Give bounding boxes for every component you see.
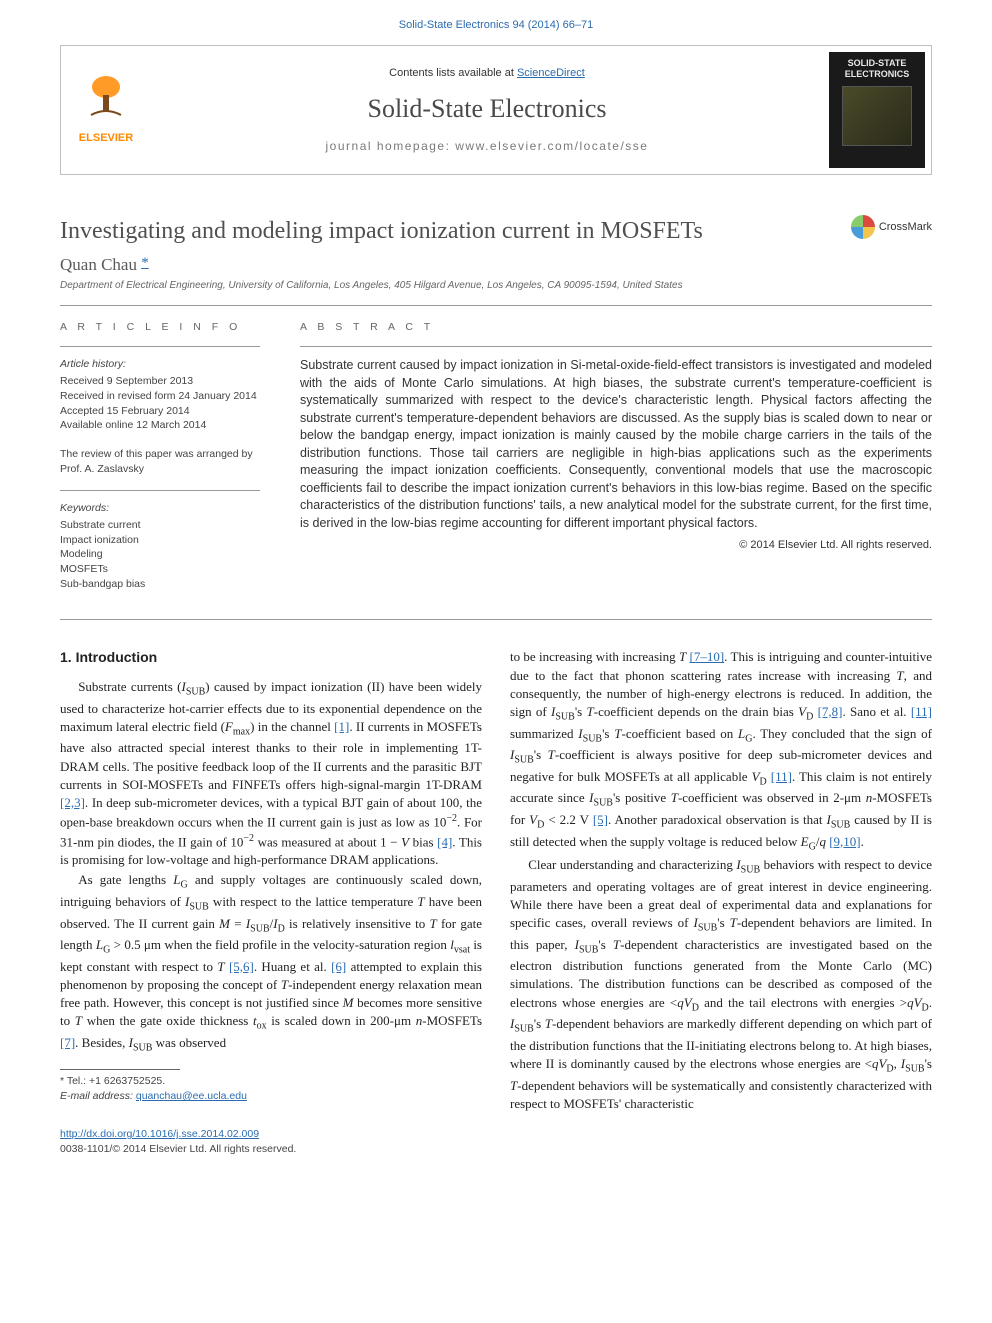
- body-paragraph: Clear understanding and characterizing I…: [510, 856, 932, 1113]
- info-rule: [60, 346, 260, 347]
- contents-prefix: Contents lists available at: [389, 67, 517, 79]
- footnote-email-label: E-mail address:: [60, 1090, 133, 1102]
- keyword: MOSFETs: [60, 562, 262, 577]
- footnote-rule: [60, 1069, 180, 1070]
- abstract-text: Substrate current caused by impact ioniz…: [300, 357, 932, 532]
- affiliation: Department of Electrical Engineering, Un…: [60, 279, 932, 293]
- cite-link[interactable]: [7]: [60, 1035, 75, 1050]
- abstract-copyright: © 2014 Elsevier Ltd. All rights reserved…: [300, 538, 932, 553]
- keyword: Substrate current: [60, 518, 262, 533]
- elsevier-tree-icon: [81, 75, 131, 129]
- crossmark-badge[interactable]: CrossMark: [851, 215, 932, 239]
- rule-bottom-abstract: [60, 619, 932, 620]
- cite-link[interactable]: [7,8]: [818, 704, 843, 719]
- abstract-rule: [300, 346, 932, 347]
- body-column-left: 1. Introduction Substrate currents (ISUB…: [60, 648, 482, 1115]
- history-item: Received 9 September 2013: [60, 374, 262, 389]
- cite-link[interactable]: [5,6]: [229, 959, 254, 974]
- author-line: Quan Chau *: [60, 253, 932, 277]
- author-email-link[interactable]: quanchau@ee.ucla.edu: [136, 1090, 247, 1102]
- journal-header: ELSEVIER Contents lists available at Sci…: [60, 45, 932, 175]
- article-info-heading: A R T I C L E I N F O: [60, 320, 262, 335]
- journal-homepage: journal homepage: www.elsevier.com/locat…: [151, 138, 823, 155]
- sciencedirect-link[interactable]: ScienceDirect: [517, 67, 585, 79]
- footnotes: * Tel.: +1 6263752525. E-mail address: q…: [60, 1074, 482, 1103]
- cite-link[interactable]: [1]: [334, 719, 349, 734]
- keywords-title: Keywords:: [60, 501, 262, 516]
- history-title: Article history:: [60, 357, 262, 372]
- author-name: Quan Chau: [60, 255, 137, 274]
- cover-title: SOLID-STATE ELECTRONICS: [833, 58, 921, 80]
- contents-line: Contents lists available at ScienceDirec…: [151, 66, 823, 81]
- issue-reference: Solid-State Electronics 94 (2014) 66–71: [0, 0, 992, 41]
- info-rule-2: [60, 490, 260, 491]
- elsevier-logo: ELSEVIER: [61, 67, 151, 154]
- crossmark-label: CrossMark: [879, 220, 932, 235]
- cite-link[interactable]: [11]: [911, 704, 932, 719]
- history-item: Received in revised form 24 January 2014: [60, 389, 262, 404]
- doi-block: http://dx.doi.org/10.1016/j.sse.2014.02.…: [60, 1127, 932, 1156]
- article-title: Investigating and modeling impact ioniza…: [60, 215, 851, 249]
- cite-link[interactable]: [9,10]: [829, 834, 860, 849]
- abstract-column: A B S T R A C T Substrate current caused…: [280, 306, 932, 620]
- history-item: Accepted 15 February 2014: [60, 404, 262, 419]
- cite-link[interactable]: [6]: [331, 959, 346, 974]
- cover-art-icon: [842, 86, 912, 146]
- cite-link[interactable]: [11]: [771, 769, 792, 784]
- body-paragraph: to be increasing with increasing T [7–10…: [510, 648, 932, 854]
- body-column-right: to be increasing with increasing T [7–10…: [510, 648, 932, 1115]
- cite-link[interactable]: [5]: [593, 812, 608, 827]
- review-note: The review of this paper was arranged by…: [60, 447, 262, 476]
- cite-link[interactable]: [2,3]: [60, 795, 85, 810]
- article-info-column: A R T I C L E I N F O Article history: R…: [60, 306, 280, 620]
- doi-link[interactable]: http://dx.doi.org/10.1016/j.sse.2014.02.…: [60, 1128, 259, 1140]
- cite-link[interactable]: [7–10]: [690, 649, 725, 664]
- journal-cover-thumb: SOLID-STATE ELECTRONICS: [829, 52, 925, 168]
- crossmark-icon: [851, 215, 875, 239]
- journal-name: Solid-State Electronics: [151, 91, 823, 127]
- issn-line: 0038-1101/© 2014 Elsevier Ltd. All right…: [60, 1143, 296, 1155]
- body-paragraph: Substrate currents (ISUB) caused by impa…: [60, 678, 482, 869]
- cite-link[interactable]: [4]: [437, 834, 452, 849]
- footnote-tel: * Tel.: +1 6263752525.: [60, 1074, 482, 1089]
- keyword: Impact ionization: [60, 533, 262, 548]
- correspondence-link[interactable]: *: [141, 255, 149, 271]
- keyword: Sub-bandgap bias: [60, 577, 262, 592]
- history-item: Available online 12 March 2014: [60, 418, 262, 433]
- body-paragraph: As gate lengths LG and supply voltages a…: [60, 871, 482, 1055]
- publisher-name: ELSEVIER: [79, 131, 133, 146]
- keyword: Modeling: [60, 547, 262, 562]
- section-heading-intro: 1. Introduction: [60, 648, 482, 668]
- abstract-heading: A B S T R A C T: [300, 320, 932, 335]
